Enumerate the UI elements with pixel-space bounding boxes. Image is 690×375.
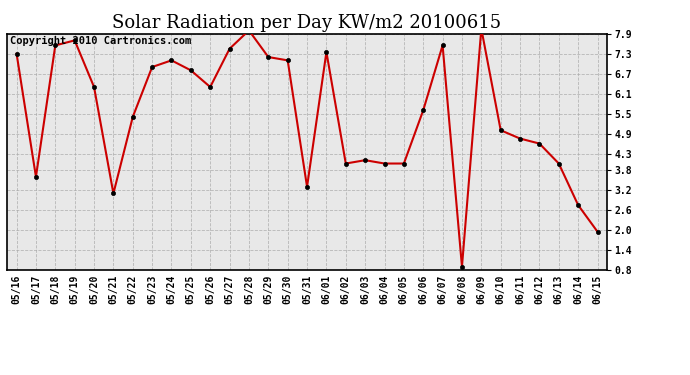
Text: Copyright 2010 Cartronics.com: Copyright 2010 Cartronics.com xyxy=(10,36,191,46)
Title: Solar Radiation per Day KW/m2 20100615: Solar Radiation per Day KW/m2 20100615 xyxy=(112,14,502,32)
